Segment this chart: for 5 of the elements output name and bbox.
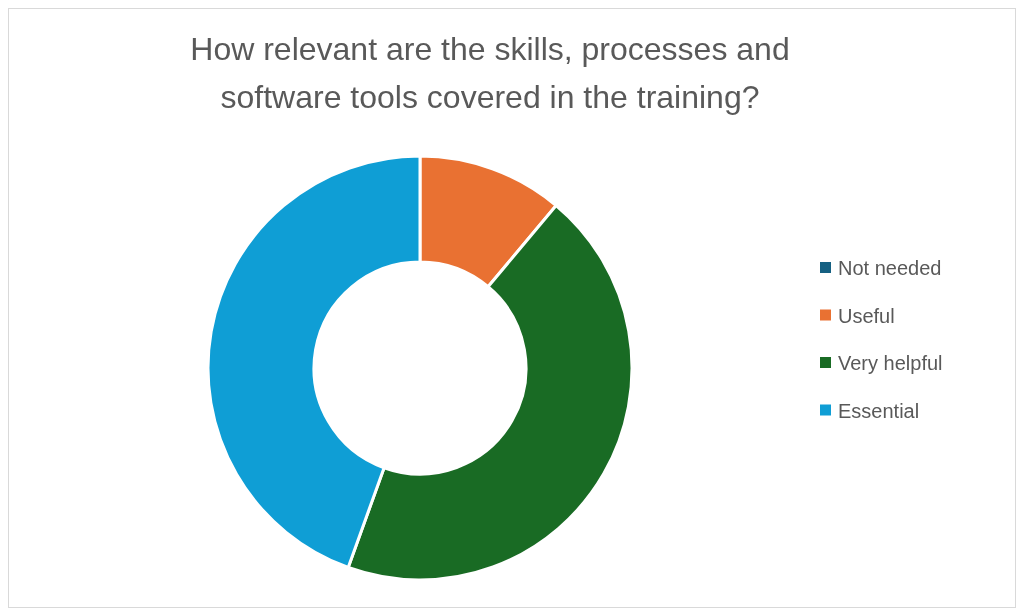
legend-label: Very helpful [838,352,943,374]
legend-label: Essential [838,399,920,422]
legend-label: Not needed [838,257,942,279]
chart-title: How relevant are the skills, processes and software tools covered in the training? [190,31,790,115]
legend-label: Useful [838,304,895,327]
